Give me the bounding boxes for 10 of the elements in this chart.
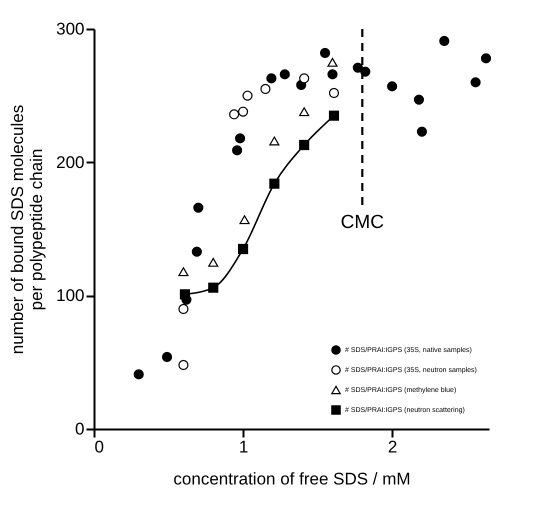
x-tick-label: 0 (94, 438, 104, 456)
x-tick-label: 2 (388, 438, 398, 456)
x-tick-label: 1 (238, 438, 248, 456)
y-tick-label: 300 (56, 20, 84, 38)
y-axis-title: number of bound SDS molecules per polypeptide chain (8, 104, 46, 354)
ref-line-label: CMC (340, 212, 384, 233)
x-axis-title: concentration of free SDS / mM (173, 470, 411, 488)
y-tick-label: 200 (56, 152, 84, 172)
y-tick-label: 100 (56, 286, 84, 306)
y-tick-label: 0 (75, 420, 84, 438)
